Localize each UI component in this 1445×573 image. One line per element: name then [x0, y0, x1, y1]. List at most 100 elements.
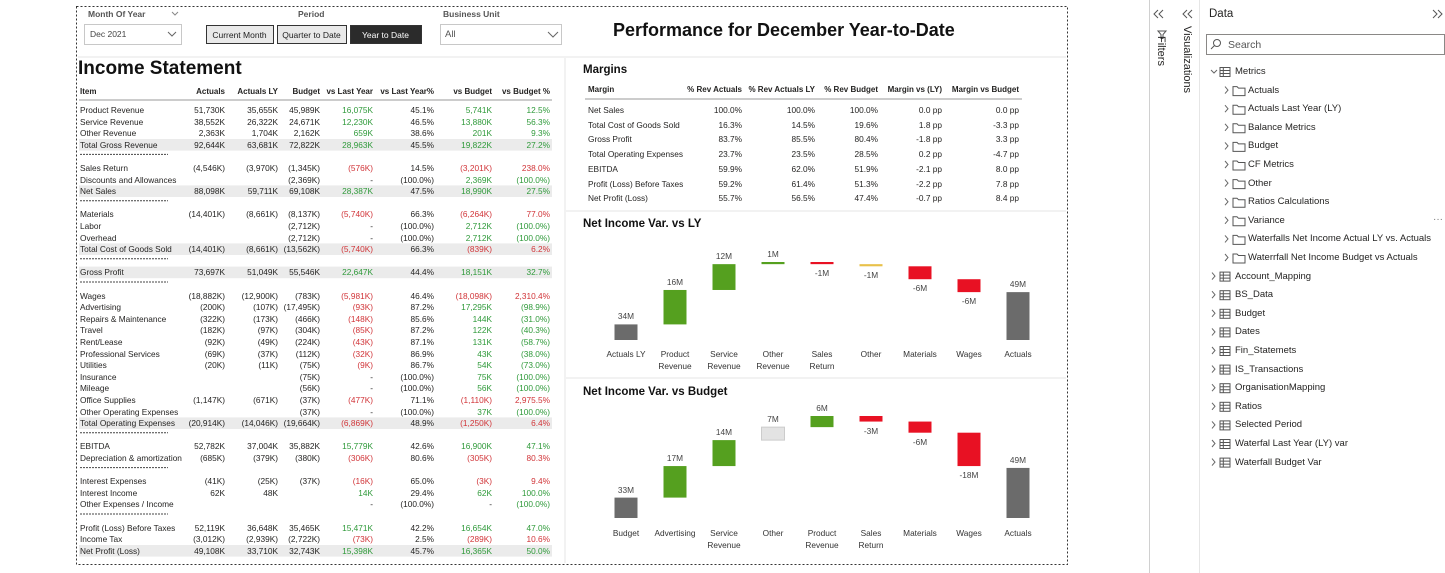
table-cell: 52,782K	[194, 441, 225, 452]
table-icon	[1219, 271, 1231, 282]
field-item[interactable]: Budget	[1248, 140, 1279, 152]
table-cell: 14K	[358, 487, 373, 498]
folder-icon	[1232, 86, 1246, 97]
field-item[interactable]: CF Metrics	[1248, 159, 1294, 170]
row-label: Labor	[80, 221, 102, 231]
table-cell: 80.6%	[410, 453, 434, 463]
row-label: Profit (Loss) Before Taxes	[80, 522, 176, 533]
table-cell: (16K)	[352, 476, 373, 487]
expand-arrow	[1210, 69, 1218, 74]
field-item[interactable]: Waterrfall Net Income Budget vs Actuals	[1248, 252, 1418, 263]
waterfall-bar	[614, 324, 638, 340]
table-cell: 14.5%	[410, 163, 434, 173]
period-button-label[interactable]: Current Month	[212, 29, 267, 40]
waterfall-bar	[663, 466, 687, 498]
total-row-shade	[79, 185, 552, 197]
table-cell: 100.0%	[849, 105, 878, 115]
table-cell: (107K)	[253, 302, 278, 313]
table-cell: 16,075K	[342, 105, 373, 115]
period-button[interactable]	[277, 25, 347, 44]
table-cell: -2.2 pp	[916, 178, 942, 189]
more-icon[interactable]: ···	[1433, 214, 1443, 225]
row-label: Profit (Loss) Before Taxes	[588, 178, 684, 189]
table-cell: 100.0%	[786, 105, 815, 115]
row-label: Travel	[80, 325, 103, 336]
table-cell: (200K)	[200, 302, 225, 313]
field-item[interactable]: Variance	[1248, 214, 1285, 226]
table-cell: (20K)	[204, 360, 225, 371]
x-tick-label: Actuals	[1004, 349, 1032, 359]
total-row-shade	[79, 417, 552, 429]
table-cell: (41K)	[204, 476, 225, 487]
table-cell: 48.9%	[410, 418, 434, 429]
table-cell: 131K	[472, 337, 492, 347]
period-button-label[interactable]: Year to Date	[362, 29, 409, 40]
expand-arrow	[1211, 328, 1216, 336]
collapse-icon[interactable]	[1182, 9, 1193, 19]
expand-icon[interactable]	[1432, 9, 1443, 19]
field-item[interactable]: Metrics	[1235, 66, 1266, 77]
field-item[interactable]: Account_Mapping	[1235, 270, 1312, 282]
period-button-label[interactable]: Quarter to Date	[282, 29, 341, 40]
bu-dropdown[interactable]	[440, 24, 562, 45]
data-label: -18M	[959, 470, 979, 481]
table-title: Income Statement	[78, 58, 242, 79]
table-cell: 61.4%	[791, 178, 815, 189]
table-cell: (839K)	[467, 244, 492, 255]
table-cell: 2,162K	[293, 128, 320, 139]
month-dropdown[interactable]	[84, 24, 182, 45]
field-item[interactable]: Waterfalls Net Income Actual LY vs. Actu…	[1248, 233, 1432, 245]
table-icon	[1220, 346, 1230, 356]
field-item[interactable]: Fin_Statemets	[1235, 345, 1297, 356]
expand-arrow	[1224, 179, 1229, 187]
field-item[interactable]: Other	[1248, 177, 1272, 189]
table-cell: (93K)	[352, 302, 373, 313]
field-item[interactable]: Waterfall Budget Var	[1235, 456, 1322, 468]
table-cell: (73K)	[352, 534, 373, 545]
table-cell: 43K	[477, 348, 492, 359]
field-item[interactable]: Ratios	[1235, 400, 1262, 412]
field-item[interactable]: Balance Metrics	[1248, 121, 1316, 133]
pane-tab[interactable]: Filters	[1155, 36, 1167, 66]
data-label: 1M	[767, 249, 779, 259]
field-item[interactable]: Ratios Calculations	[1248, 196, 1330, 208]
dropdown-value[interactable]: Dec 2021	[90, 29, 127, 39]
table-cell: 86.7%	[410, 360, 434, 371]
field-item[interactable]: Actuals	[1248, 84, 1280, 96]
table-cell: 66.3%	[410, 244, 434, 255]
table-cell: 73,697K	[194, 267, 225, 278]
field-item[interactable]: OrganisationMapping	[1235, 382, 1326, 394]
field-item[interactable]: Selected Period	[1235, 419, 1303, 431]
table-cell: 12,230K	[342, 116, 373, 127]
row-label: Wages	[80, 290, 106, 301]
table-cell: 56.3%	[526, 116, 550, 127]
collapse-icon[interactable]	[1153, 9, 1164, 19]
folder-icon	[1232, 197, 1246, 208]
row-label: EBITDA	[588, 163, 618, 174]
field-item[interactable]: Dates	[1235, 326, 1260, 338]
table-cell: 59,711K	[247, 186, 278, 197]
table-cell: (69K)	[204, 348, 225, 359]
search-placeholder[interactable]: Search	[1228, 39, 1262, 51]
field-item[interactable]: Actuals Last Year (LY)	[1248, 103, 1342, 115]
total-row-shade	[79, 243, 552, 255]
table-cell: 51,049K	[247, 267, 278, 278]
table-cell: (37K)	[299, 395, 320, 405]
period-button[interactable]	[206, 25, 274, 44]
table-cell: (100.0%)	[516, 371, 550, 382]
table-cell: 46.4%	[410, 290, 434, 301]
table-icon	[1220, 439, 1230, 449]
table-cell: (14,401K)	[188, 209, 225, 220]
pane-tab[interactable]: Visualizations	[1181, 26, 1193, 94]
field-item[interactable]: IS_Transactions	[1235, 363, 1304, 375]
period-button[interactable]	[350, 25, 422, 44]
field-item[interactable]: BS_Data	[1235, 289, 1274, 301]
expand-arrow	[1224, 235, 1229, 243]
field-item[interactable]: Waterfal Last Year (LY) var	[1235, 438, 1348, 449]
table-cell: -1.8 pp	[916, 134, 942, 145]
dropdown-value[interactable]: All	[445, 29, 456, 40]
waterfall-bar	[761, 262, 785, 265]
field-item[interactable]: Budget	[1235, 307, 1266, 319]
table-cell: (18,098K)	[455, 290, 492, 301]
table-cell: (173K)	[253, 313, 278, 324]
